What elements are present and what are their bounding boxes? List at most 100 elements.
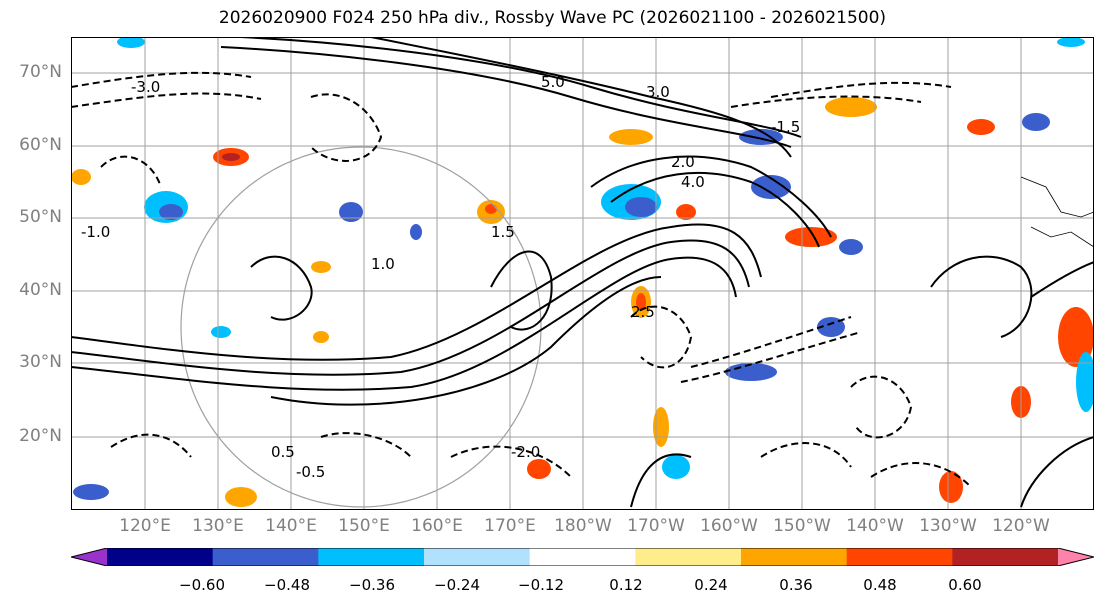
lon-label: 120°W <box>992 516 1050 536</box>
contour-label: 2.5 <box>631 303 655 321</box>
colorbar-tick: 0.24 <box>694 576 728 594</box>
chart-title: 2026020900 F024 250 hPa div., Rossby Wav… <box>218 8 887 28</box>
contour-label: 1.5 <box>491 223 515 241</box>
lon-label: 150°E <box>338 516 390 536</box>
colorbar-tick: 0.48 <box>863 576 897 594</box>
graticule <box>71 37 1094 510</box>
contour-line <box>71 239 750 376</box>
lat-label: 70°N <box>19 62 62 82</box>
contour-line <box>760 442 852 468</box>
contour-line <box>100 155 162 188</box>
contour-label: 4.0 <box>681 173 705 191</box>
contour-line <box>71 92 262 108</box>
colorbar-tick: −0.24 <box>434 576 480 594</box>
negative-contours <box>71 71 972 488</box>
contour-label: 5.0 <box>541 73 565 91</box>
shade-blob <box>339 202 363 222</box>
contour-label: -1.0 <box>81 223 110 241</box>
contour-line <box>1020 436 1094 508</box>
shade-blob <box>751 175 791 199</box>
colorbar-tick: 0.12 <box>609 576 643 594</box>
shade-blob <box>939 471 963 503</box>
lat-label: 60°N <box>19 135 62 155</box>
lon-label: 130°E <box>192 516 244 536</box>
region-circle <box>180 146 542 508</box>
contour-line <box>450 445 572 478</box>
contour-label: 0.5 <box>271 443 295 461</box>
colorbar-swatch <box>212 548 319 566</box>
contour-line <box>71 256 737 391</box>
colorbar-swatch <box>529 548 636 566</box>
shade-blob <box>1022 113 1050 131</box>
colorbar-swatch <box>635 548 742 566</box>
shade-blob <box>662 455 690 479</box>
shade-blob <box>1058 307 1094 367</box>
contour-line <box>270 276 662 406</box>
lat-label: 30°N <box>19 352 62 372</box>
contour-line <box>71 223 762 361</box>
contour-line <box>320 432 412 458</box>
shade-blob <box>676 204 696 220</box>
lon-label: 160°W <box>700 516 758 536</box>
contour-label: -3.0 <box>131 78 160 96</box>
lat-label: 20°N <box>19 426 62 446</box>
shade-blob <box>159 204 183 220</box>
shade-blob <box>222 153 240 161</box>
contour-line <box>1030 261 1094 298</box>
contour-line <box>71 71 252 88</box>
lon-label: 150°W <box>773 516 831 536</box>
shade-blob <box>225 487 257 507</box>
shade-blob <box>311 261 331 273</box>
lat-label: 50°N <box>19 207 62 227</box>
coastline <box>1030 226 1094 248</box>
contour-line <box>220 46 792 148</box>
lon-label: 160°E <box>411 516 463 536</box>
shade-blob <box>410 224 422 240</box>
lon-label: 180°W <box>554 516 612 536</box>
shade-blob <box>73 484 109 500</box>
contour-line <box>630 305 693 369</box>
contour-line <box>250 255 313 321</box>
contour-line <box>110 433 192 458</box>
lat-label: 40°N <box>19 280 62 300</box>
lon-label: 130°W <box>919 516 977 536</box>
contour-line <box>630 453 692 508</box>
colorbar-swatch <box>741 548 848 566</box>
contour-line <box>930 255 1033 338</box>
lon-label: 140°E <box>265 516 317 536</box>
shade-blob <box>1076 352 1094 412</box>
contour-line <box>610 171 820 248</box>
colorbar-extend-high <box>1058 548 1094 566</box>
contour-line <box>240 37 802 138</box>
shade-blob <box>636 293 646 311</box>
shade-blob <box>653 407 669 447</box>
shade-blob <box>485 204 497 214</box>
shade-blob <box>313 331 329 343</box>
colorbar-tick: −0.12 <box>518 576 564 594</box>
shade-blob <box>839 239 863 255</box>
contour-label: 2.0 <box>671 153 695 171</box>
shade-blob <box>71 169 91 185</box>
shade-blob <box>211 326 231 338</box>
colorbar-tick: −0.48 <box>264 576 310 594</box>
contour-label: -1.5 <box>771 118 800 136</box>
map-panel[interactable]: 0.5 1.0 1.5 2.0 2.5 3.0 4.0 5.0 -0.5 -1.0 -1.5 -2.0… <box>71 37 1094 510</box>
colorbar-swatch <box>846 548 953 566</box>
map-frame <box>71 37 1094 510</box>
contour-line <box>730 95 922 108</box>
contour-line <box>370 37 792 158</box>
colorbar-swatch <box>424 548 531 566</box>
contour-line <box>490 250 553 331</box>
colorbar <box>71 548 1094 566</box>
contour-line <box>870 462 972 488</box>
contour-label: -0.5 <box>296 463 325 481</box>
lon-label: 170°E <box>484 516 536 536</box>
shade-blob <box>817 317 845 337</box>
contour-line <box>590 155 832 238</box>
colorbar-tick: 0.36 <box>779 576 813 594</box>
shade-blob <box>625 197 657 217</box>
colorbar-swatch <box>318 548 425 566</box>
colorbar-swatch <box>107 548 214 566</box>
shade-blob <box>527 459 551 479</box>
contour-line <box>770 81 952 98</box>
